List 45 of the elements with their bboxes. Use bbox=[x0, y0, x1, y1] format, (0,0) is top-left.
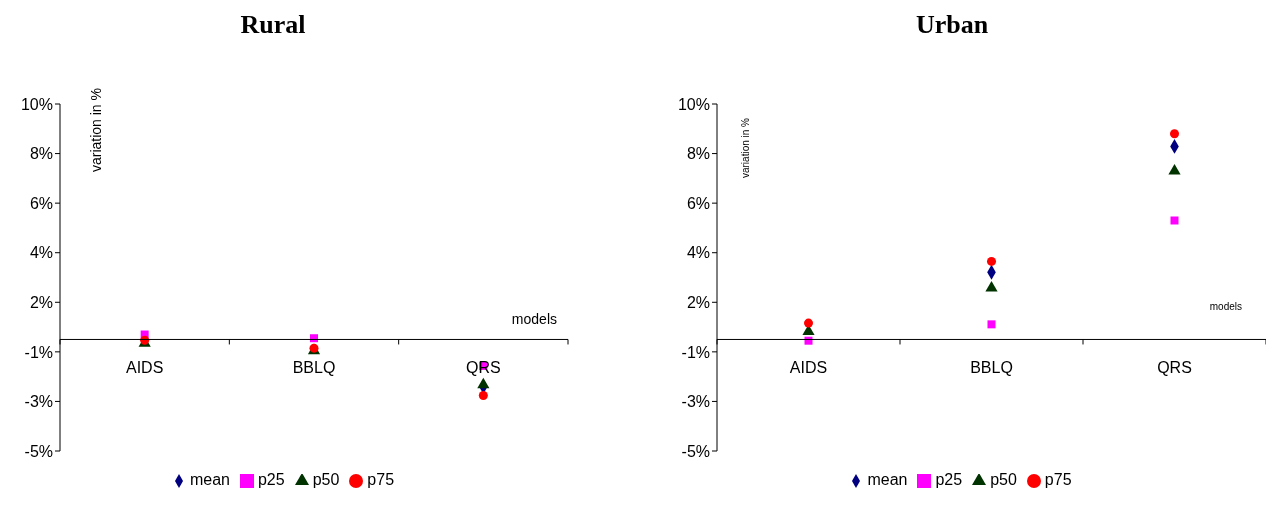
point bbox=[1169, 129, 1180, 139]
y-tick-label: 10% bbox=[20, 95, 53, 113]
x-axis-title: models bbox=[511, 311, 557, 328]
legend-label: p50 bbox=[312, 471, 340, 488]
legend-label: p25 bbox=[935, 471, 963, 488]
point bbox=[1168, 163, 1181, 175]
y-axis-title: variation in % bbox=[88, 88, 104, 173]
point bbox=[986, 256, 997, 266]
y-tick-label: -3% bbox=[681, 393, 710, 411]
y-tick-label: 6% bbox=[29, 194, 53, 212]
point bbox=[803, 318, 814, 328]
point bbox=[1170, 216, 1179, 225]
x-tick-label: QRS bbox=[466, 359, 501, 377]
x-axis-title: models bbox=[1209, 301, 1242, 313]
x-tick-label: AIDS bbox=[125, 359, 164, 377]
x-tick-label: QRS bbox=[1157, 359, 1192, 377]
y-tick-label: -1% bbox=[681, 343, 710, 361]
legend-label: mean bbox=[189, 471, 230, 488]
y-tick-label: -5% bbox=[681, 442, 710, 460]
legend-label: mean bbox=[867, 471, 908, 488]
y-tick-label: -3% bbox=[24, 393, 53, 411]
point bbox=[478, 390, 488, 400]
x-tick-label: BBLQ bbox=[970, 359, 1013, 377]
y-tick-label: -1% bbox=[24, 343, 53, 361]
y-tick-label: 2% bbox=[29, 293, 53, 311]
legend-label: p75 bbox=[367, 471, 395, 488]
y-tick-label: 8% bbox=[29, 145, 53, 163]
legend-label: p75 bbox=[1044, 471, 1072, 488]
legend-label: p25 bbox=[257, 471, 285, 488]
y-tick-label: 4% bbox=[29, 244, 53, 262]
legend-label: p50 bbox=[990, 471, 1017, 488]
y-tick-label: 8% bbox=[686, 145, 710, 163]
chart-title: Rural bbox=[239, 9, 307, 41]
point bbox=[477, 377, 490, 389]
y-tick-label: -5% bbox=[24, 442, 53, 460]
x-tick-label: BBLQ bbox=[292, 359, 336, 377]
x-tick-label: AIDS bbox=[789, 359, 828, 377]
point bbox=[987, 320, 996, 329]
y-tick-label: 2% bbox=[686, 293, 710, 311]
point bbox=[985, 280, 998, 292]
y-tick-label: 10% bbox=[677, 95, 710, 113]
chart-title: Urban bbox=[914, 9, 990, 41]
y-tick-label: 4% bbox=[686, 244, 710, 262]
y-axis-title: variation in % bbox=[740, 118, 751, 179]
y-tick-label: 6% bbox=[686, 194, 710, 212]
